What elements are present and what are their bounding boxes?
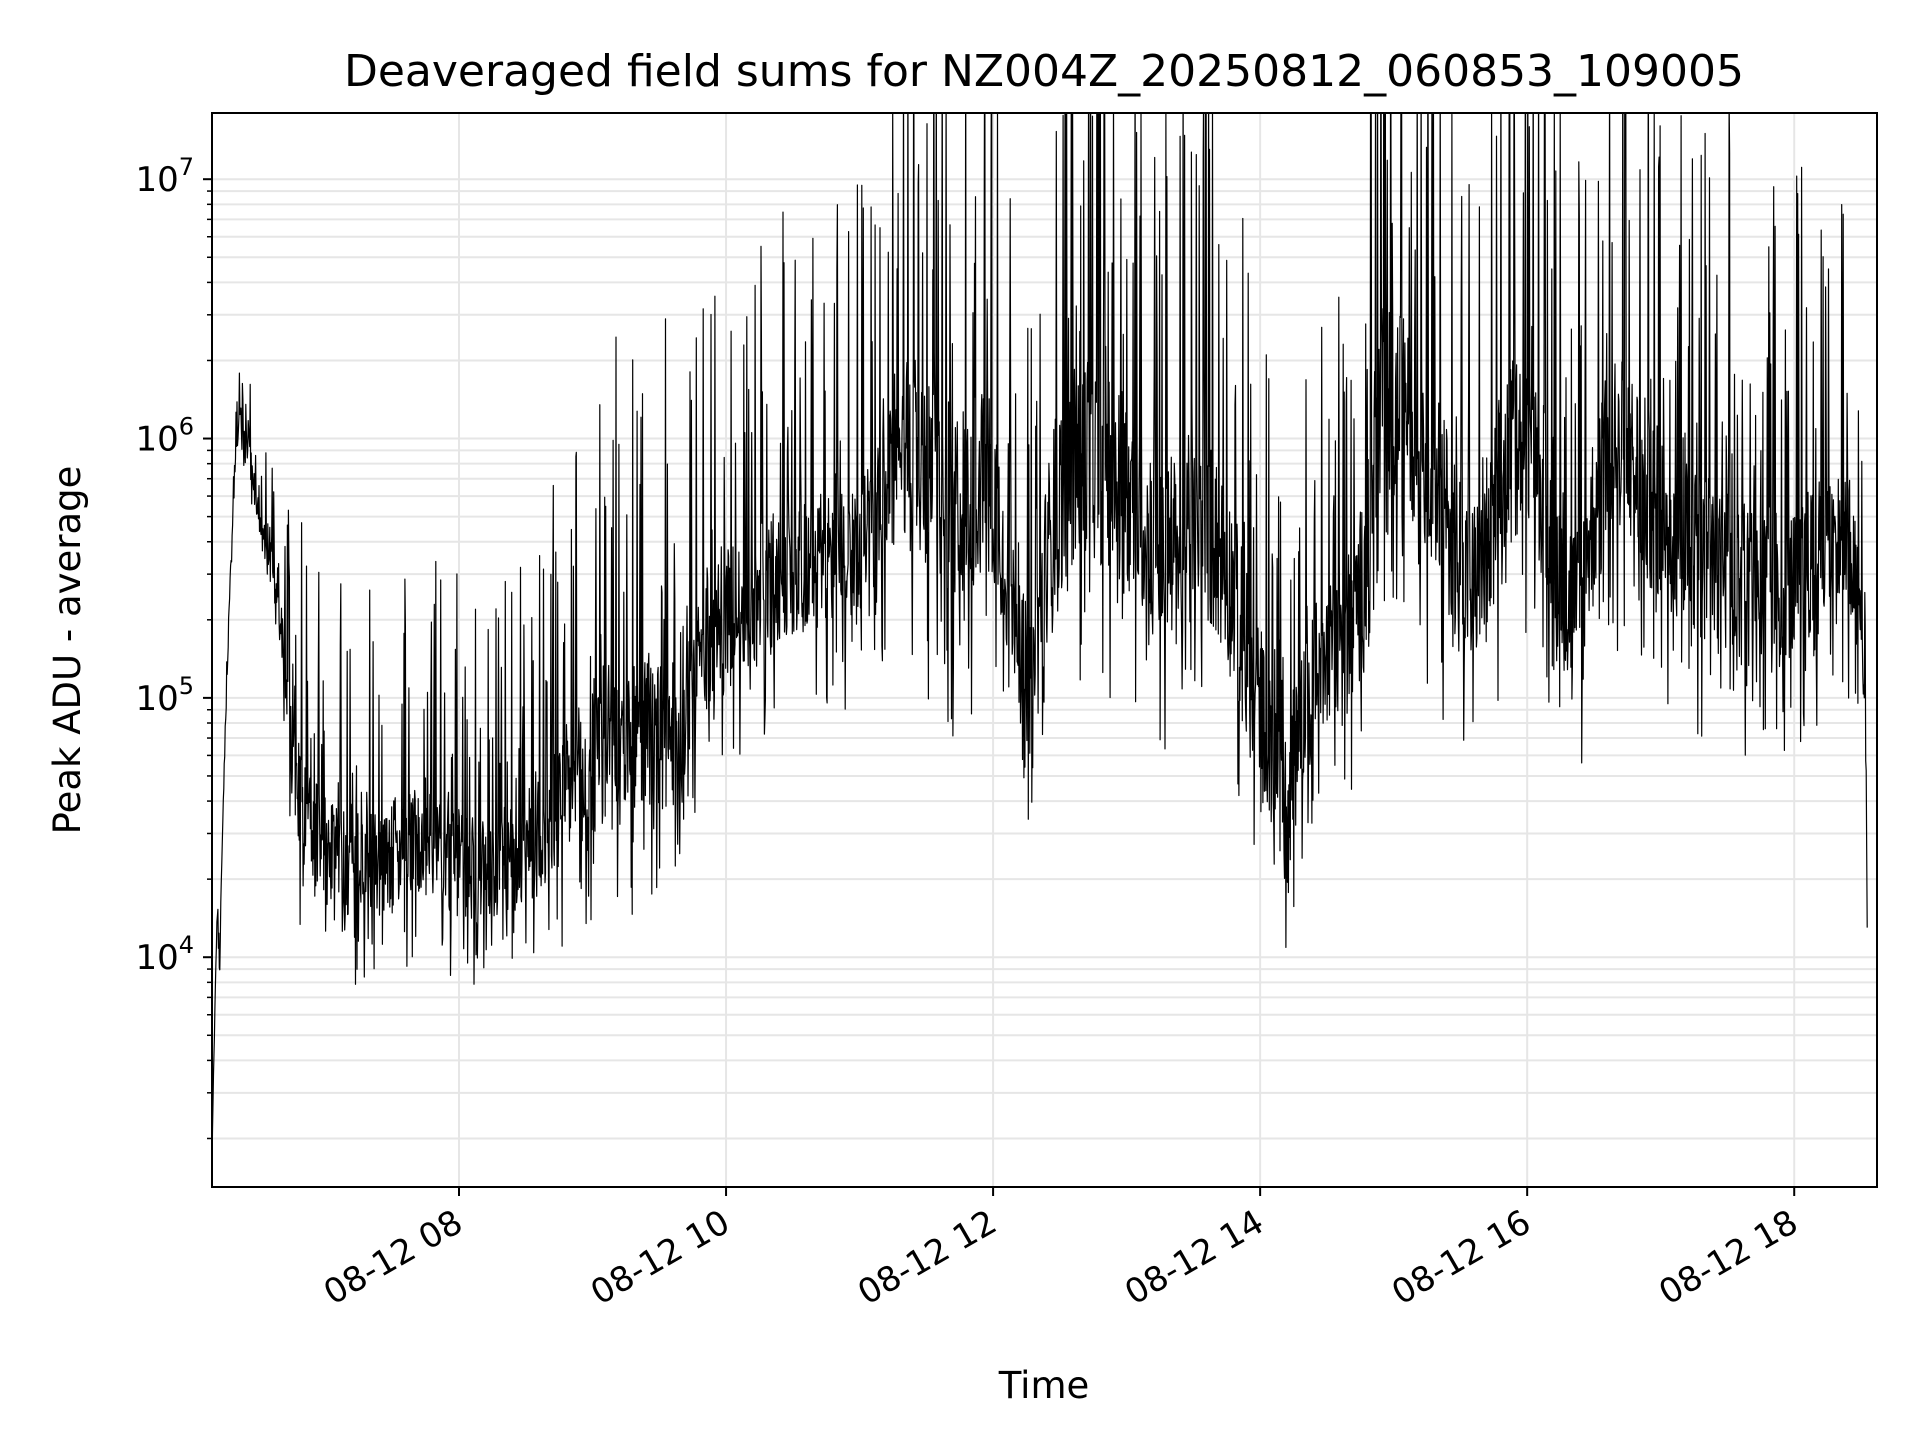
series-line [212, 113, 1868, 1171]
chart-title: Deaveraged field sums for NZ004Z_2025081… [344, 46, 1744, 97]
y-axis-label: Peak ADU - average [46, 466, 89, 835]
y-tick-label: 104 [135, 931, 194, 978]
y-tick-label: 107 [135, 153, 194, 200]
y-tick-label: 105 [135, 672, 194, 719]
plot-frame [211, 112, 1878, 1188]
x-axis-label: Time [998, 1364, 1090, 1407]
series-layer [212, 113, 1868, 1171]
y-tick-label: 106 [135, 413, 194, 460]
